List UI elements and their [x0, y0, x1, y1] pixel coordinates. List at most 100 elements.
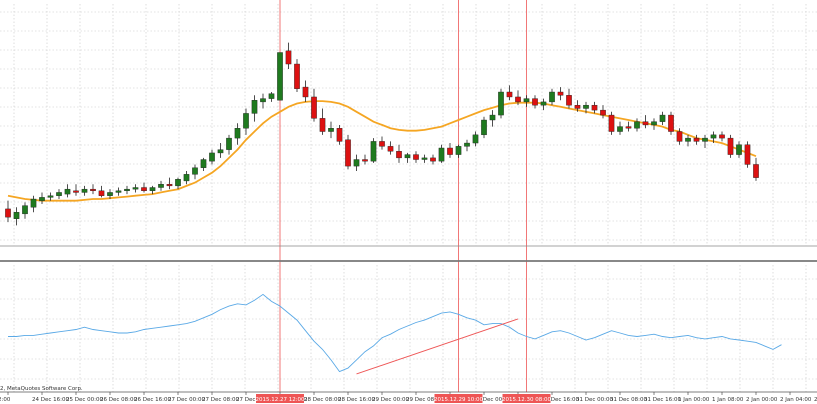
bull-candle [149, 185, 156, 195]
bear-candle [285, 42, 292, 69]
bear-candle [311, 88, 317, 122]
bear-candle [566, 88, 572, 109]
candle-body [379, 141, 385, 147]
bull-candle [132, 184, 139, 193]
bear-candle [744, 141, 751, 168]
bull-candle [217, 143, 224, 158]
candle-body [319, 118, 326, 132]
trendline-layer [356, 318, 519, 375]
candle-body [430, 157, 436, 162]
bear-candle [668, 111, 674, 135]
candle-body [98, 190, 105, 196]
grid [0, 4, 817, 392]
bull-candle [200, 157, 207, 172]
candle-body [311, 96, 317, 119]
candle-body [22, 205, 28, 215]
x-tick-label: 29 Dec 00:00 [372, 397, 409, 403]
candle-body [200, 159, 207, 168]
bear-candle [693, 134, 700, 145]
bull-candle [115, 187, 122, 196]
x-tick-label: 1 Jan 08:00 [712, 397, 744, 403]
bear-candle [676, 128, 683, 145]
bull-candle [421, 154, 428, 163]
x-tick-label: 31 Dec 08:00 [610, 397, 647, 403]
copyright-text: 2, MetaQuotes Software Corp. [0, 386, 83, 392]
candle-body [472, 134, 479, 144]
candle-body [438, 147, 445, 162]
bear-candle [642, 115, 649, 129]
candle-body [5, 208, 11, 218]
candle-body [302, 86, 309, 98]
bull-candle [260, 93, 266, 109]
candle-body [90, 188, 96, 192]
bull-candle [685, 134, 691, 147]
candle-body [328, 128, 334, 132]
x-tick-label: 2:00 [0, 397, 11, 403]
bull-candle [209, 149, 215, 165]
candle-body [532, 98, 538, 106]
bear-candle [600, 105, 606, 119]
candle-body [175, 179, 181, 187]
bull-candle [124, 185, 130, 195]
candles [5, 42, 759, 226]
candle-body [362, 159, 368, 162]
bear-candle [294, 59, 300, 93]
candle-body [549, 91, 555, 103]
bear-candle [73, 184, 79, 196]
oscillator-line [8, 293, 782, 373]
candle-body [251, 100, 258, 114]
candle-body [166, 184, 173, 187]
bull-candle [702, 134, 708, 148]
bull-candle [234, 123, 241, 145]
candle-body [634, 121, 640, 129]
bear-candle [506, 85, 513, 101]
bull-candle [710, 131, 717, 144]
candle-body [64, 188, 71, 195]
bull-candle [540, 98, 547, 111]
bull-candle [13, 207, 20, 226]
candle-body [566, 95, 572, 106]
candle-body [727, 137, 734, 155]
candle-body [583, 104, 589, 109]
x-tick-label: 31 Dec 16:00 [644, 397, 681, 403]
x-tick-label: 27 Dec 16:00 [236, 397, 273, 403]
bear-candle [90, 184, 96, 195]
candle-body [481, 119, 487, 136]
candle-body [608, 114, 615, 132]
vertical-marker-label: 2015.12.29 10:00 [434, 397, 484, 403]
bear-candle [413, 151, 419, 163]
candle-body [158, 184, 164, 188]
bear-candle [591, 101, 598, 114]
bull-candle [268, 92, 275, 102]
candle-body [260, 98, 266, 103]
candle-body [56, 192, 62, 196]
bull-candle [583, 101, 589, 114]
bull-candle [30, 195, 37, 213]
x-tick-label: 25 Dec 00:00 [66, 397, 103, 403]
bull-candle [22, 202, 28, 219]
candle-body [285, 50, 292, 65]
bear-candle [608, 111, 615, 135]
candle-body [234, 128, 241, 139]
candle-body [39, 197, 45, 201]
x-tick-label: 29 Dec 08:00 [406, 397, 443, 403]
bear-candle [98, 185, 105, 198]
x-tick-label: 30 Dec 00:00 [474, 397, 511, 403]
bull-candle [39, 192, 45, 204]
bull-candle [549, 88, 555, 106]
candle-body [183, 174, 190, 182]
bear-candle [345, 134, 351, 170]
candle-body [744, 144, 751, 165]
bear-candle [515, 90, 521, 106]
bull-candle [438, 144, 445, 163]
candle-body [489, 114, 496, 121]
candle-body [413, 154, 419, 160]
candle-body [396, 151, 402, 159]
candle-body [719, 134, 725, 139]
x-tick-label: 2 Jan 04:00 [780, 397, 812, 403]
candle-body [557, 91, 564, 96]
oscillator-layer [8, 293, 782, 373]
vertical-marker-label-box [502, 394, 551, 403]
bear-candle [719, 131, 725, 142]
bull-candle [523, 95, 530, 107]
